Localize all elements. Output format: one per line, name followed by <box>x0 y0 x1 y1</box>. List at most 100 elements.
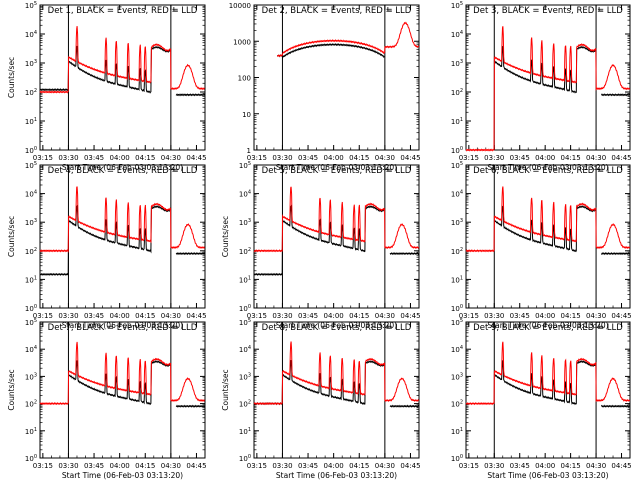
y-tick-label: 1 <box>247 147 251 155</box>
y-tick-label: 105 <box>25 161 37 170</box>
x-tick-label: 04:45 <box>400 154 420 162</box>
x-tick-label: 03:15 <box>247 462 267 470</box>
series-events-line <box>39 45 205 97</box>
x-tick-label: 04:15 <box>349 462 369 470</box>
plot-frame <box>39 164 206 309</box>
y-tick-label: 104 <box>25 190 37 199</box>
series-lld-line <box>465 341 631 406</box>
y-tick-label: 100 <box>451 146 463 155</box>
y-axis-label: Counts/sec <box>221 369 230 410</box>
panel-title: Det 3, BLACK = Events, RED = LLD <box>473 6 623 16</box>
plot-frame <box>465 321 631 459</box>
x-tick-label: 04:45 <box>186 312 206 320</box>
x-axis-label: Start Time (06-Feb-03 03:13:20) <box>276 321 397 330</box>
x-tick-label: 03:15 <box>459 154 479 162</box>
y-tick-label: 100 <box>25 454 37 463</box>
series-lld-line <box>465 26 631 152</box>
x-tick-label: 03:30 <box>272 154 292 162</box>
y-tick-label: 105 <box>451 318 463 327</box>
plot-frame <box>39 321 206 459</box>
y-tick-label: 100 <box>451 454 463 463</box>
marker-bracket <box>598 7 604 12</box>
y-tick-label: 104 <box>239 345 251 354</box>
y-tick-label: 101 <box>25 275 37 284</box>
y-tick-label: 103 <box>25 372 37 381</box>
y-tick-label: 105 <box>451 161 463 170</box>
panel-title: Det 1, BLACK = Events, RED = LLD <box>48 6 198 16</box>
x-tick-label: 03:30 <box>58 312 78 320</box>
y-tick-label: 105 <box>239 318 251 327</box>
detector-panel-6: Det 6, BLACK = Events, RED = LLD 100 101 10… <box>451 161 632 330</box>
series-events-line <box>493 45 631 97</box>
y-tick-label: 103 <box>239 372 251 381</box>
x-tick-label: 04:00 <box>110 154 130 162</box>
x-tick-label: 03:15 <box>247 154 267 162</box>
y-tick-label: 100 <box>25 304 37 313</box>
x-axis-label: Start Time (06-Feb-03 03:13:20) <box>62 471 183 480</box>
y-axis-label: Counts/sec <box>7 57 16 98</box>
x-tick-label: 04:30 <box>161 312 181 320</box>
y-tick-label: 101 <box>239 427 251 436</box>
plot-frame <box>253 4 420 151</box>
marker-bracket <box>387 7 392 12</box>
y-tick-label: 101 <box>451 427 463 436</box>
y-tick-label: 102 <box>451 400 463 409</box>
detector-panel-8: Det 8, BLACK = Events, RED = LLD 100 101 10… <box>221 318 421 480</box>
x-tick-label: 04:00 <box>324 462 344 470</box>
x-tick-label: 03:45 <box>84 312 104 320</box>
series-lld-line <box>39 186 205 253</box>
x-tick-label: 04:00 <box>535 312 555 320</box>
x-axis-label: Start Time (06-Feb-03 03:13:20) <box>487 321 608 330</box>
x-axis-label: Start Time (06-Feb-03 03:13:20) <box>276 163 397 172</box>
y-tick-label: 102 <box>25 88 37 97</box>
y-tick-label: 104 <box>25 30 37 39</box>
x-tick-label: 03:30 <box>58 154 78 162</box>
panel-title: Det 5, BLACK = Events, RED = LLD <box>262 166 412 176</box>
x-tick-label: 03:45 <box>84 154 104 162</box>
y-tick-label: 103 <box>451 218 463 227</box>
y-axis-label: Counts/sec <box>7 369 16 410</box>
x-tick-label: 03:45 <box>298 312 318 320</box>
x-tick-label: 04:45 <box>611 154 631 162</box>
detector-panel-7: Det 7, BLACK = Events, RED = LLD 100 101 10… <box>7 318 207 480</box>
x-tick-label: 03:45 <box>298 462 318 470</box>
plot-frame <box>465 164 631 309</box>
y-tick-label: 103 <box>451 372 463 381</box>
series-lld-line <box>253 186 420 253</box>
plot-frame <box>253 164 420 309</box>
plot-frame <box>39 4 206 151</box>
y-tick-label: 103 <box>451 59 463 68</box>
marker-bracket <box>387 167 392 172</box>
marker-bracket <box>173 167 178 172</box>
y-tick-label: 100 <box>451 304 463 313</box>
series-lld-line <box>253 341 420 406</box>
x-tick-label: 04:15 <box>135 154 155 162</box>
x-tick-label: 03:30 <box>484 154 504 162</box>
y-tick-label: 1000 <box>233 38 251 46</box>
series-lld-line <box>277 21 420 58</box>
x-tick-label: 04:15 <box>561 154 581 162</box>
y-tick-label: 102 <box>25 400 37 409</box>
x-tick-label: 03:45 <box>298 154 318 162</box>
x-axis-label: Start Time (06-Feb-03 03:13:20) <box>62 321 183 330</box>
series-events-line <box>277 42 385 60</box>
y-tick-label: 105 <box>239 161 251 170</box>
y-tick-label: 103 <box>239 218 251 227</box>
series-events-line <box>68 360 205 408</box>
detector-panel-5: Det 5, BLACK = Events, RED = LLD 100 101 10… <box>221 161 421 330</box>
detector-panel-2: Det 2, BLACK = Events, RED = LLD 1 10 100 10… <box>229 2 421 172</box>
x-tick-label: 03:30 <box>58 462 78 470</box>
y-tick-label: 10 <box>242 111 251 119</box>
y-axis-label: Counts/sec <box>7 216 16 257</box>
x-tick-label: 04:15 <box>561 312 581 320</box>
x-tick-label: 03:45 <box>510 462 530 470</box>
panel-title: Det 6, BLACK = Events, RED = LLD <box>473 166 623 176</box>
x-tick-label: 03:30 <box>484 312 504 320</box>
y-tick-label: 100 <box>239 454 251 463</box>
panel-title: Det 4, BLACK = Events, RED = LLD <box>48 166 198 176</box>
x-tick-label: 04:45 <box>400 312 420 320</box>
x-tick-label: 03:30 <box>484 462 504 470</box>
series-events-line <box>253 360 420 408</box>
y-tick-label: 100 <box>238 75 251 83</box>
y-tick-label: 103 <box>25 218 37 227</box>
